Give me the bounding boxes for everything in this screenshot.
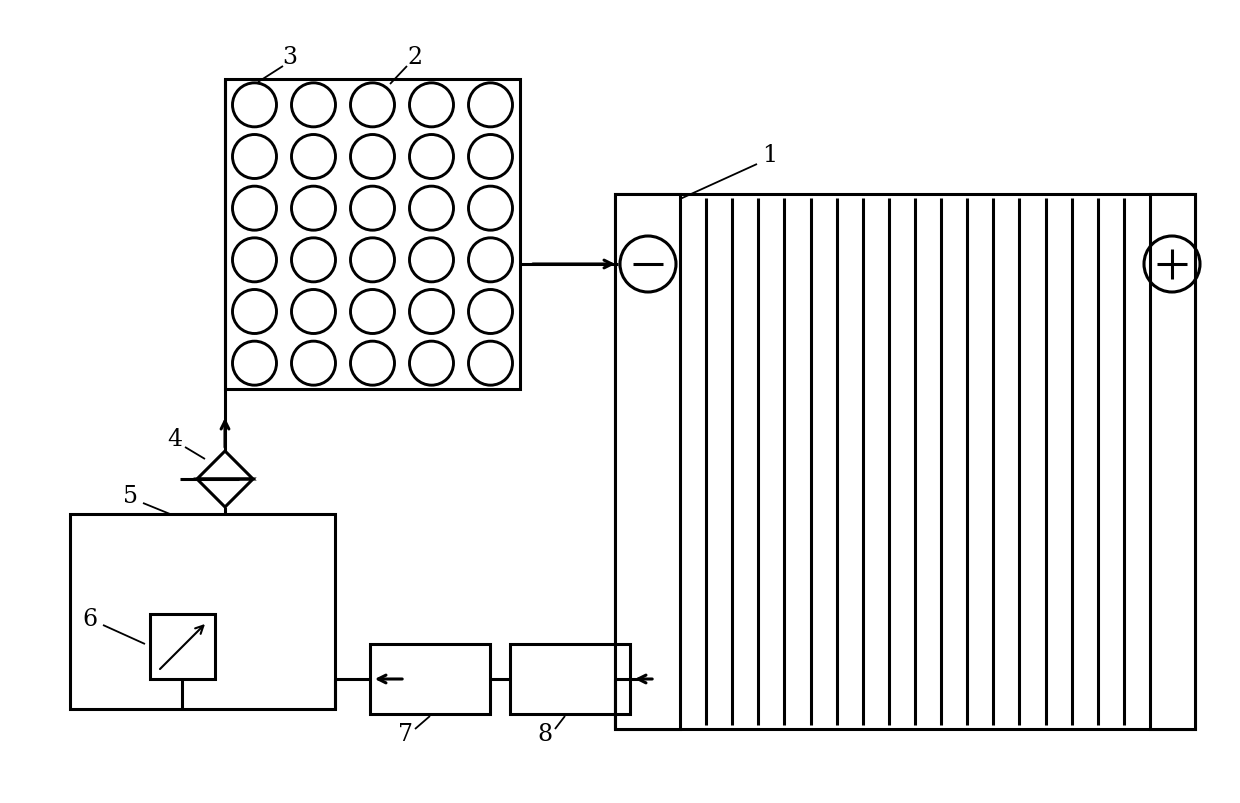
Bar bbox=[510, 644, 630, 714]
Bar bbox=[615, 195, 680, 729]
Bar bbox=[370, 644, 490, 714]
Text: 1: 1 bbox=[763, 143, 777, 166]
Bar bbox=[224, 80, 520, 389]
Bar bbox=[150, 614, 215, 679]
Bar bbox=[69, 515, 335, 709]
Text: 6: 6 bbox=[82, 608, 98, 630]
Text: 8: 8 bbox=[537, 723, 553, 745]
Text: 7: 7 bbox=[398, 723, 413, 745]
Text: 2: 2 bbox=[408, 46, 423, 68]
Bar bbox=[1149, 195, 1195, 729]
Text: 3: 3 bbox=[283, 46, 298, 68]
Bar bbox=[615, 195, 1195, 729]
Text: 4: 4 bbox=[167, 428, 182, 451]
Text: 5: 5 bbox=[123, 485, 138, 507]
